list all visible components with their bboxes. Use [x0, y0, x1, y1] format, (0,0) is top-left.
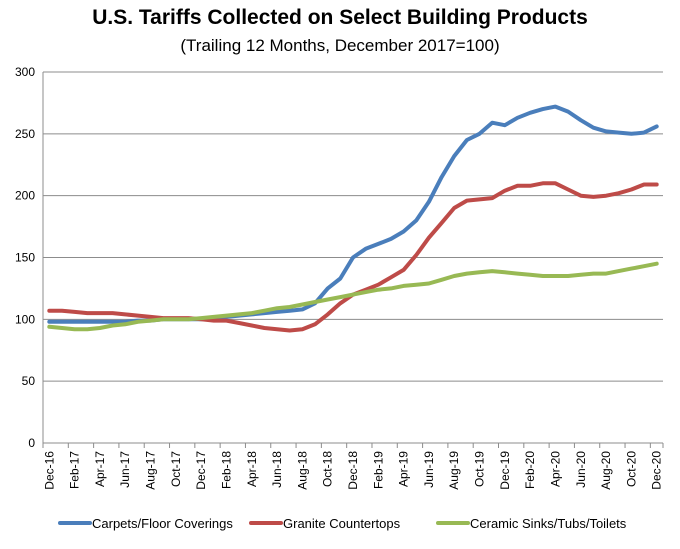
x-tick-label: Aug-18: [295, 451, 309, 490]
series-line-ceramic-sinks-tubs-toilets: [47, 261, 659, 332]
x-tick-label: Jun-20: [574, 451, 588, 488]
x-tick-label: Apr-19: [397, 451, 411, 487]
x-tick-label: Aug-17: [144, 451, 158, 490]
x-tick-label: Dec-17: [194, 451, 208, 490]
x-tick-label: Aug-20: [599, 451, 613, 490]
x-tick-label: Oct-19: [473, 451, 487, 487]
x-tick-label: Oct-17: [169, 451, 183, 487]
legend-label: Ceramic Sinks/Tubs/Toilets: [470, 516, 627, 531]
x-tick-label: Apr-20: [548, 451, 562, 487]
x-tick-label: Feb-20: [523, 451, 537, 489]
x-tick-label: Dec-20: [650, 451, 664, 490]
y-tick-label: 100: [15, 312, 35, 326]
y-tick-label: 300: [15, 65, 35, 79]
y-tick-label: 200: [15, 189, 35, 203]
legend-label: Granite Countertops: [283, 516, 401, 531]
y-tick-label: 50: [22, 374, 36, 388]
x-tick-label: Dec-19: [498, 451, 512, 490]
x-tick-label: Feb-19: [371, 451, 385, 489]
chart-subtitle: (Trailing 12 Months, December 2017=100): [180, 36, 500, 55]
x-tick-label: Feb-18: [219, 451, 233, 489]
chart-title: U.S. Tariffs Collected on Select Buildin…: [92, 6, 588, 29]
x-tick-label: Apr-17: [93, 451, 107, 487]
x-tick-label: Dec-16: [42, 451, 56, 490]
series-line-carpets-floor-coverings: [47, 104, 659, 324]
x-tick-label: Jun-18: [270, 451, 284, 488]
y-tick-label: 150: [15, 251, 35, 265]
y-tick-label: 250: [15, 127, 35, 141]
x-tick-label: Dec-18: [346, 451, 360, 490]
x-tick-label: Oct-20: [624, 451, 638, 487]
x-tick-label: Oct-18: [321, 451, 335, 487]
x-tick-label: Apr-18: [245, 451, 259, 487]
x-tick-label: Jun-17: [118, 451, 132, 488]
legend-label: Carpets/Floor Coverings: [92, 516, 233, 531]
x-tick-label: Feb-17: [68, 451, 82, 489]
x-tick-label: Jun-19: [422, 451, 436, 488]
x-tick-label: Aug-19: [447, 451, 461, 490]
y-tick-label: 0: [28, 436, 35, 450]
